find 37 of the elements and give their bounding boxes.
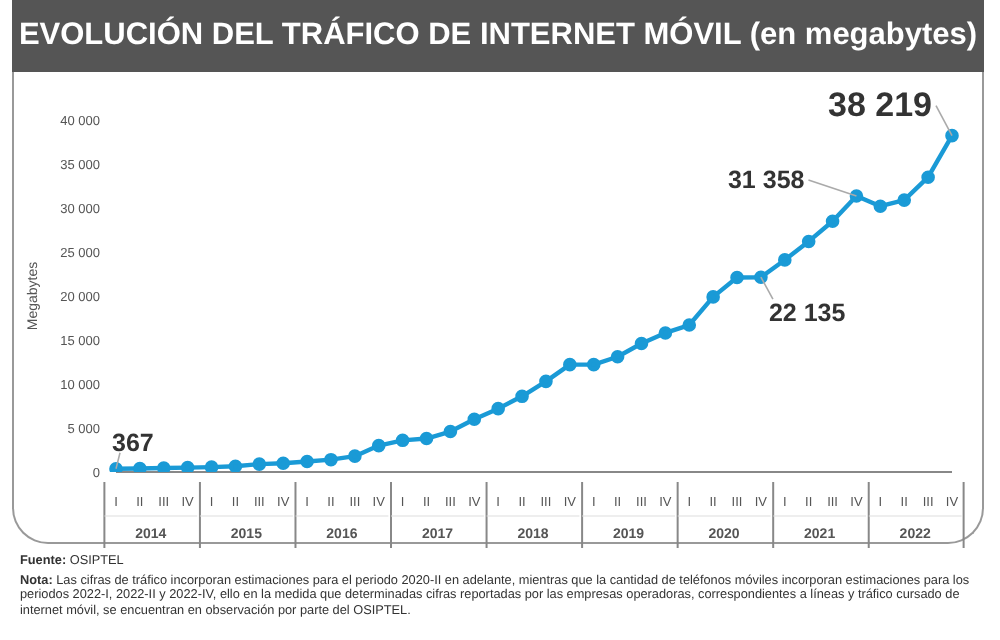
point — [539, 374, 553, 389]
point — [252, 457, 267, 471]
point — [371, 438, 386, 453]
point — [467, 412, 482, 426]
data-label: 31 358 — [727, 166, 805, 195]
point — [706, 290, 720, 304]
point — [873, 199, 888, 214]
point — [348, 449, 362, 463]
point — [778, 253, 792, 267]
point — [443, 424, 458, 439]
point — [897, 193, 912, 207]
point — [610, 349, 625, 364]
point — [133, 461, 147, 472]
point — [801, 234, 816, 249]
point — [156, 461, 171, 472]
point — [276, 456, 290, 470]
point — [228, 459, 243, 472]
point — [921, 170, 935, 184]
point — [586, 357, 601, 372]
point — [204, 460, 219, 472]
point — [395, 433, 410, 448]
point — [515, 389, 529, 404]
point — [658, 326, 673, 340]
data-label: 38 219 — [828, 85, 932, 124]
point — [730, 270, 744, 285]
chart-title: EVOLUCIÓN DEL TRÁFICO DE INTERNET MÓVIL (en megabytes) — [12, 0, 984, 72]
data-label: 22 135 — [768, 299, 846, 328]
point — [324, 452, 338, 467]
data-label: 367 — [112, 428, 154, 457]
point — [634, 336, 649, 351]
point — [825, 214, 840, 228]
point — [180, 460, 195, 472]
point — [300, 454, 314, 469]
point — [491, 401, 505, 416]
point — [563, 357, 577, 372]
point — [682, 318, 697, 332]
point — [419, 431, 434, 446]
